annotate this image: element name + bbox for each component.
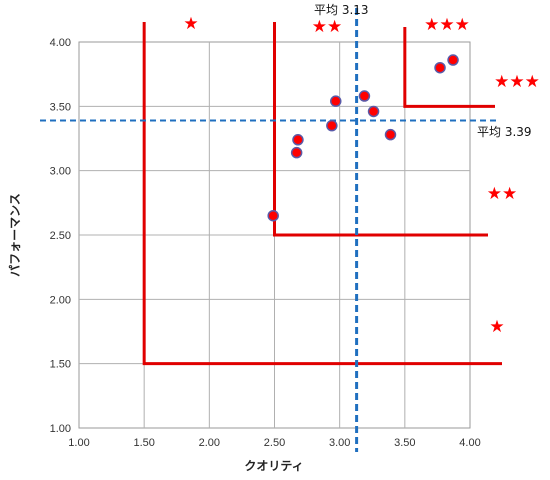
x-tick-label: 3.00 [329, 437, 350, 449]
star-right-three: ★★★ [494, 72, 540, 92]
data-point [434, 61, 446, 74]
zone-bracket [403, 27, 495, 108]
zone-bracket [142, 22, 502, 366]
data-point [326, 119, 338, 132]
star-top-one: ★ [183, 14, 198, 34]
data-point [447, 54, 459, 66]
x-tick-label: 2.00 [199, 437, 220, 449]
y-axis-label: パフォーマンス [8, 193, 22, 277]
y-tick-label: 3.00 [50, 166, 71, 178]
data-point [358, 90, 371, 102]
average-lines [40, 8, 500, 452]
data-point [290, 146, 303, 159]
rating-zones [142, 22, 502, 366]
average-x-label: 平均 3.13 [314, 3, 369, 17]
data-point [267, 209, 279, 222]
y-tick-label: 1.00 [50, 423, 71, 435]
star-right-one: ★ [489, 317, 504, 337]
y-tick-labels: 1.00 1.50 2.00 2.50 3.00 3.50 4.00 [50, 37, 71, 435]
y-tick-label: 4.00 [50, 37, 71, 49]
x-tick-labels: 1.00 1.50 2.00 2.50 3.00 3.50 4.00 [68, 437, 480, 449]
x-tick-label: 4.00 [459, 437, 480, 449]
data-points [267, 54, 459, 222]
star-top-two: ★★ [312, 17, 342, 37]
data-point [292, 134, 304, 146]
data-point [384, 128, 397, 141]
average-y-label: 平均 3.39 [477, 125, 532, 139]
x-tick-label: 3.50 [394, 437, 415, 449]
y-tick-label: 2.50 [50, 230, 71, 242]
star-top-three: ★★★ [424, 15, 470, 35]
y-tick-label: 1.50 [50, 359, 71, 371]
x-tick-label: 1.00 [68, 437, 89, 449]
zone-bracket [273, 22, 488, 237]
x-tick-label: 2.50 [264, 437, 285, 449]
data-point [367, 105, 380, 118]
x-axis-label: クオリティ [244, 459, 303, 473]
data-point [330, 95, 342, 107]
x-tick-label: 1.50 [133, 437, 154, 449]
star-right-two: ★★ [487, 184, 517, 204]
y-tick-label: 3.50 [50, 101, 71, 113]
y-tick-label: 2.00 [50, 294, 71, 306]
